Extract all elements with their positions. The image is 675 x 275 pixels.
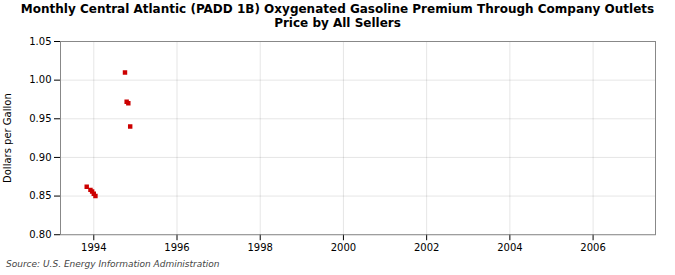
svg-text:2002: 2002 bbox=[414, 242, 439, 253]
svg-text:1994: 1994 bbox=[81, 242, 106, 253]
svg-text:1998: 1998 bbox=[247, 242, 272, 253]
html-text:Monthly Central Atlantic (PADD: Monthly Central Atlantic (PADD 1B) Oxyge… bbox=[20, 2, 655, 31]
svg-text:2000: 2000 bbox=[331, 242, 356, 253]
html-text:Source: U.S. Energy Informatio: Source: U.S. Energy Information Administ… bbox=[6, 259, 220, 269]
svg-text:Dollars per Gallon: Dollars per Gallon bbox=[2, 93, 13, 183]
svg-text:0.90: 0.90 bbox=[29, 151, 51, 162]
svg-text:1996: 1996 bbox=[164, 242, 189, 253]
svg-text:0.95: 0.95 bbox=[29, 113, 51, 124]
svg-text:0.85: 0.85 bbox=[29, 190, 51, 201]
svg-text:2006: 2006 bbox=[580, 242, 605, 253]
svg-text:0.80: 0.80 bbox=[29, 229, 51, 240]
svg-text:1.05: 1.05 bbox=[29, 35, 51, 46]
svg-text:2004: 2004 bbox=[497, 242, 522, 253]
svg-text:1.00: 1.00 bbox=[29, 74, 51, 85]
